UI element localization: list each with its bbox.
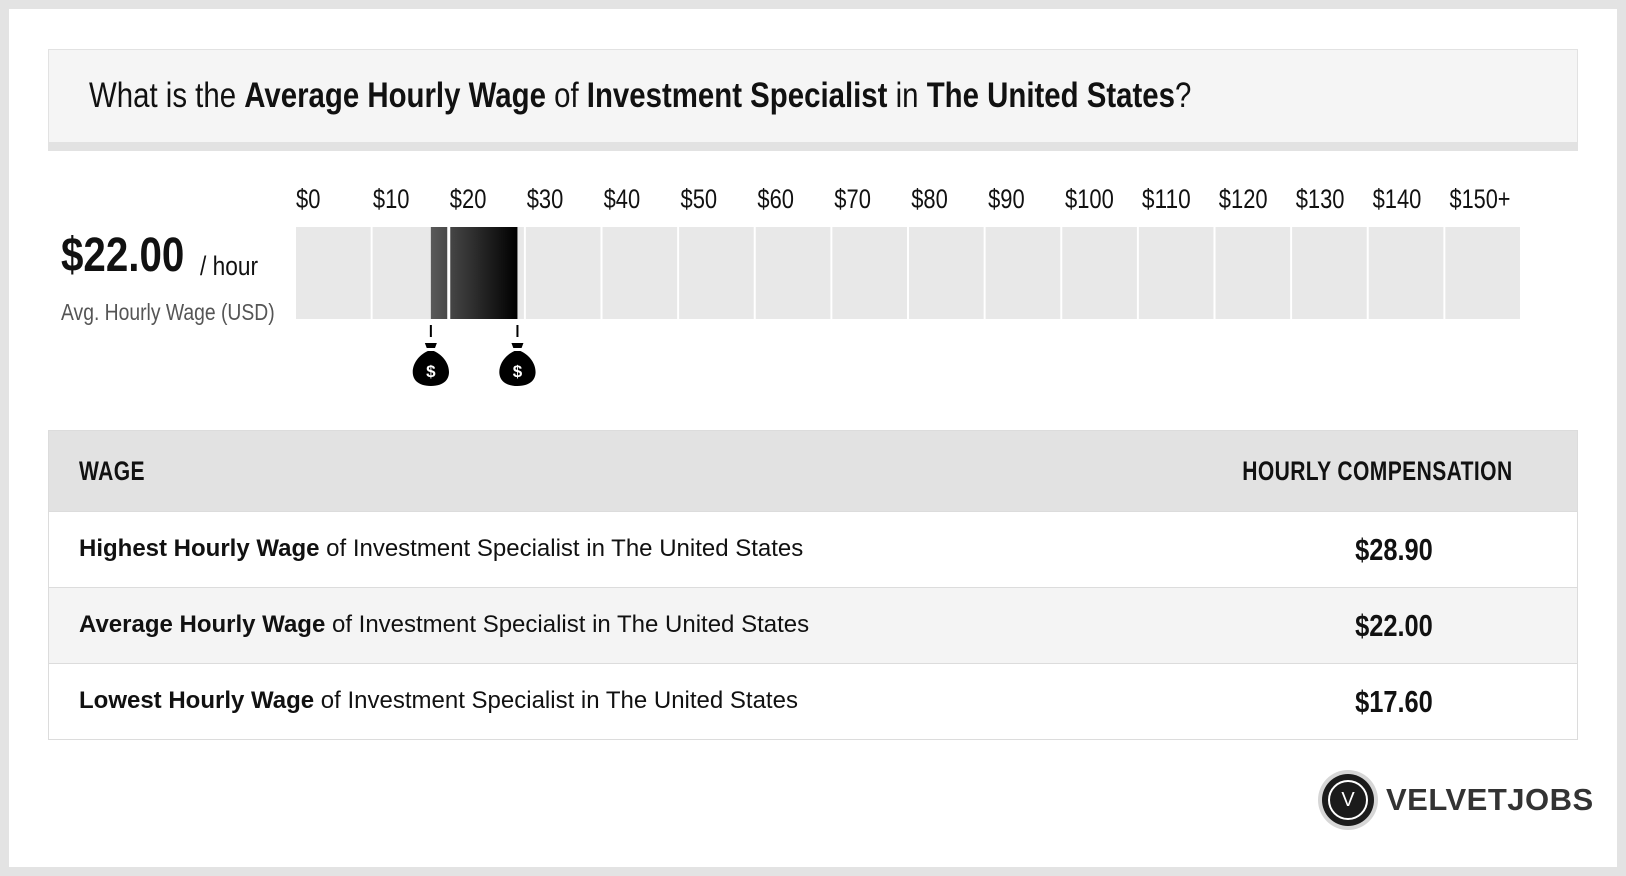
x-tick-label: $10 [373,184,410,214]
x-tick-label: $20 [450,184,487,214]
row-label-strong: Average Hourly Wage [79,611,326,638]
track-segment [679,227,754,319]
title-of: of [545,76,587,115]
x-tick-label: $30 [527,184,564,214]
row-label-strong: Highest Hourly Wage [79,535,320,562]
x-tick-label: $140 [1373,184,1422,214]
track-segment [1138,227,1214,319]
track-segment [1215,227,1291,319]
wage-range-bar [430,227,518,319]
title-metric: Average Hourly Wage [244,76,546,115]
average-wage-value: $22.00 [61,229,185,282]
x-tick-label: $130 [1296,184,1345,214]
page-title: What is the Average Hourly Wage of Inves… [89,74,1191,118]
row-value: $22.00 [1355,608,1433,643]
table-header: WAGE HOURLY COMPENSATION [49,431,1577,511]
track-segment [755,227,831,319]
x-tick-label: $50 [681,184,718,214]
track-segment [1445,227,1520,319]
logo-letter: V [1341,789,1355,811]
money-bag-icon: $ [499,325,536,386]
money-bag-symbol: $ [426,362,436,381]
average-wage-unit: / hour [200,251,258,281]
row-label-strong: Lowest Hourly Wage [79,687,315,714]
x-tick-label: $80 [911,184,948,214]
title-in: in [887,76,927,115]
row-label-rest: of Investment Specialist in The United S… [314,687,798,714]
x-tick-label: $150+ [1450,184,1511,214]
segment-divider [447,227,451,319]
track-segment [525,227,601,319]
table-row: Lowest Hourly Wage of Investment Special… [49,663,1577,739]
column-header-compensation: HOURLY COMPENSATION [1242,456,1513,486]
title-job: Investment Specialist [586,76,888,115]
x-tick-label: $0 [296,184,320,214]
row-label-rest: of Investment Specialist in The United S… [325,611,810,638]
track-segment [985,227,1061,319]
track-segment [602,227,678,319]
row-label: Average Hourly Wage of Investment Specia… [79,610,809,640]
x-tick-label: $100 [1065,184,1114,214]
velvetjobs-logo: V VELVETJOBS [1322,774,1594,826]
column-header-wage: WAGE [79,456,145,486]
header-banner: What is the Average Hourly Wage of Inves… [48,49,1578,151]
title-prefix: What is the [89,76,245,115]
track-segment [909,227,984,319]
wage-range-chart: $0 $10 $20 $30 $40 $50 $60 $70 $80 $90 $100 $110 $12… [296,184,1520,386]
title-suffix: ? [1175,76,1192,115]
table-row: Average Hourly Wage of Investment Specia… [49,587,1577,663]
row-label: Lowest Hourly Wage of Investment Special… [79,686,798,716]
logo-mark-icon: V [1322,774,1374,826]
wage-table: WAGE HOURLY COMPENSATION Highest Hourly … [48,430,1578,740]
money-bag-icon: $ [412,325,449,386]
row-value: $17.60 [1355,684,1433,719]
x-tick-label: $60 [757,184,794,214]
track-segment [1292,227,1367,319]
x-tick-label: $110 [1142,184,1191,214]
x-tick-label: $40 [604,184,641,214]
track-segment [1062,227,1137,319]
track-segment [832,227,907,319]
track-segment [1368,227,1444,319]
logo-wordmark: VELVETJOBS [1386,782,1594,817]
track-segment [296,227,371,319]
title-location: The United States [926,76,1176,115]
average-wage-caption: Avg. Hourly Wage (USD) [61,299,275,325]
row-label-rest: of Investment Specialist in The United S… [319,535,804,562]
x-tick-label: $120 [1219,184,1268,214]
x-tick-label: $90 [988,184,1025,214]
row-label: Highest Hourly Wage of Investment Specia… [79,534,803,564]
table-row: Highest Hourly Wage of Investment Specia… [49,511,1577,587]
money-bag-symbol: $ [513,362,523,381]
x-tick-label: $70 [834,184,871,214]
row-value: $28.90 [1355,532,1433,567]
